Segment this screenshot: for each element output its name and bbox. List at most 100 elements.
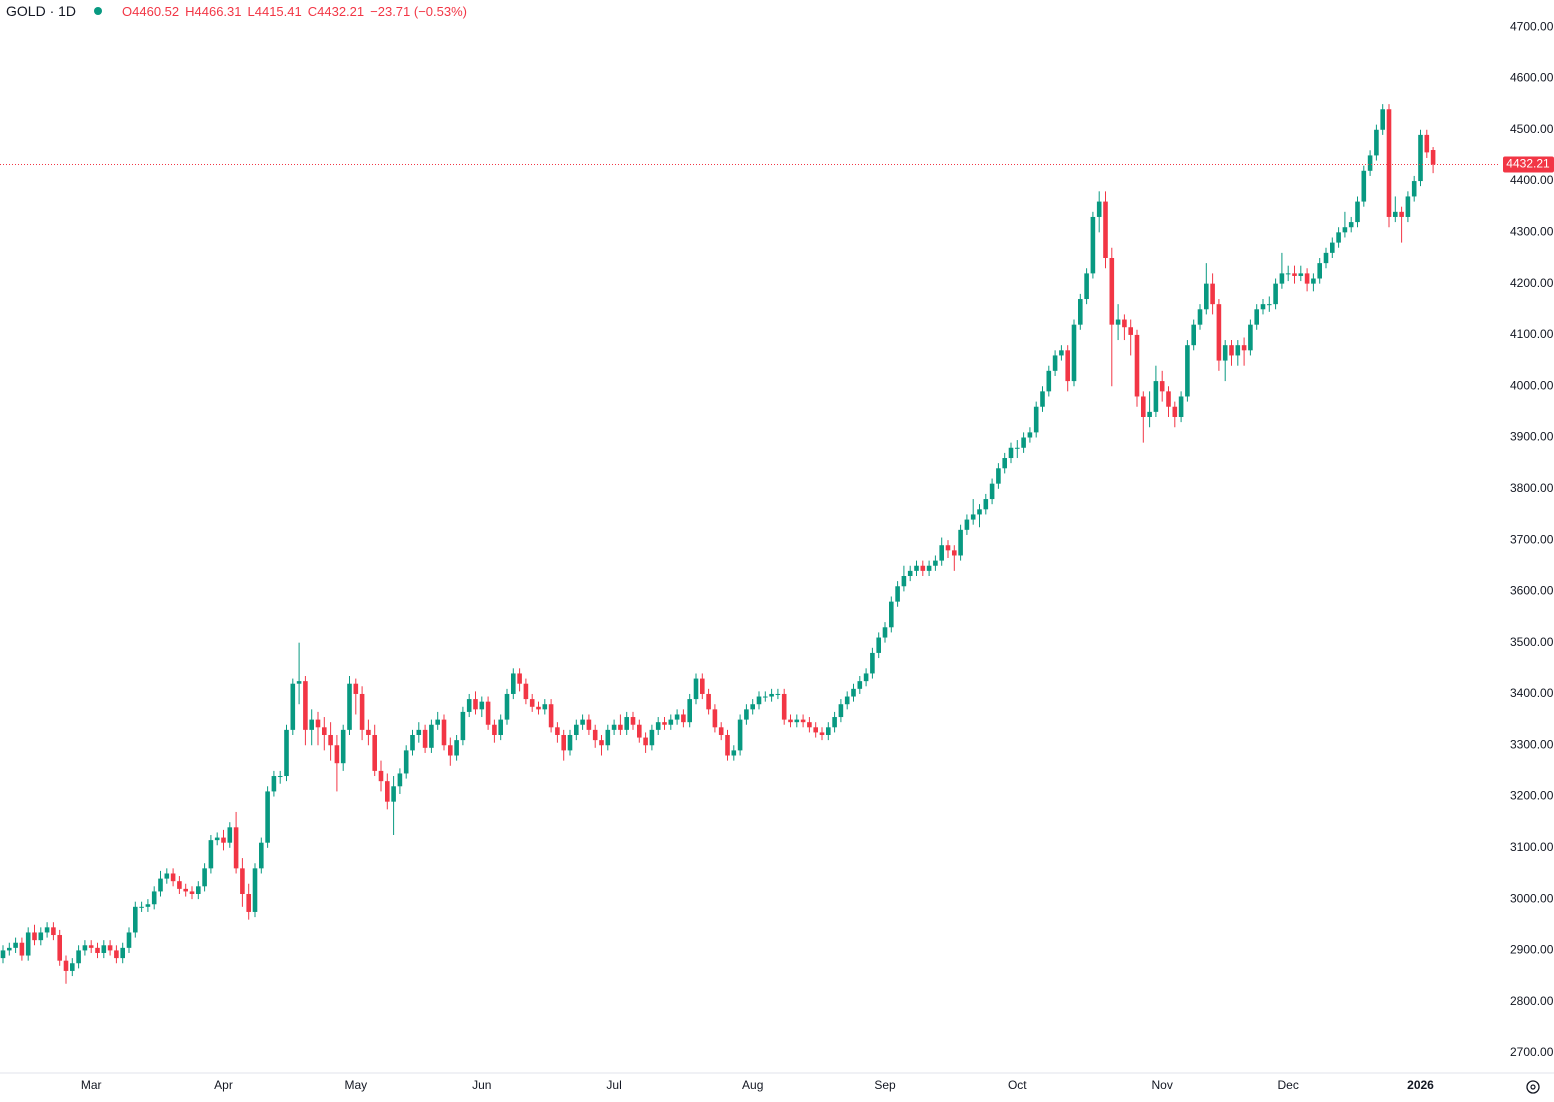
candle-body [561, 734, 566, 751]
candle-body [70, 963, 75, 971]
y-tick-label: 2900.00 [1510, 943, 1554, 957]
candle-body [1065, 350, 1070, 382]
candle-body [668, 719, 674, 725]
candle-body [1052, 355, 1058, 371]
candle-body [410, 734, 415, 751]
x-tick-label: Sep [874, 1078, 896, 1092]
candle-body [120, 947, 125, 959]
candle-body [1399, 211, 1404, 217]
candle-body [1096, 201, 1102, 217]
candle-body [882, 627, 888, 638]
candle-body [700, 678, 705, 694]
candle-body [252, 868, 258, 912]
candle-body [1267, 304, 1272, 306]
candle-body [592, 729, 598, 741]
candle-body [605, 729, 611, 746]
candle-body [523, 683, 529, 700]
candle-body [838, 704, 844, 718]
candle-body [1311, 278, 1316, 284]
candle-body [1046, 370, 1052, 392]
candle-body [1178, 396, 1184, 417]
candle-body [479, 701, 485, 710]
candle-body [1361, 170, 1367, 202]
candle-body [895, 586, 900, 602]
candle-body [637, 724, 642, 738]
candle-body [1380, 109, 1385, 130]
candle-body [1304, 273, 1310, 284]
candle-body [1430, 150, 1436, 165]
candle-body [712, 709, 718, 728]
y-tick-label: 4700.00 [1510, 19, 1554, 33]
candle-body [7, 947, 12, 951]
candle-body [945, 545, 951, 551]
candle-body [441, 719, 447, 746]
candle-body [775, 693, 781, 695]
settings-icon[interactable] [1526, 1080, 1540, 1094]
candle-body [1418, 134, 1423, 182]
candle-body [964, 519, 970, 530]
candle-body [681, 714, 686, 723]
candle-body [1279, 273, 1285, 284]
candle-body [933, 560, 938, 566]
last-price-badge [1503, 156, 1554, 173]
symbol[interactable]: GOLD · 1D [6, 3, 77, 19]
x-tick-label: May [344, 1078, 367, 1092]
y-tick-label: 4300.00 [1510, 225, 1554, 239]
candle-body [328, 734, 333, 746]
candle-body [819, 732, 825, 735]
candle-body [101, 945, 107, 953]
candle-body [693, 678, 699, 700]
candle-body [57, 935, 62, 961]
candle-body [611, 724, 617, 730]
y-tick-label: 3700.00 [1510, 532, 1554, 546]
candle-body [290, 683, 296, 730]
y-tick-label: 4600.00 [1510, 71, 1554, 85]
candle-body [164, 873, 170, 879]
candle-body [126, 932, 132, 948]
candle-body [1185, 345, 1190, 397]
candle-body [649, 729, 655, 746]
candle-body [920, 565, 926, 571]
candle-body [366, 729, 371, 735]
x-tick-label: Aug [742, 1078, 763, 1092]
candle-body [88, 945, 94, 948]
candle-body [473, 699, 478, 710]
candle-body [1166, 391, 1171, 407]
candle-body [731, 750, 737, 756]
y-tick-label: 3300.00 [1510, 737, 1554, 751]
y-tick-label: 3900.00 [1510, 430, 1554, 444]
candle-body [1021, 437, 1026, 448]
candle-body [460, 711, 466, 741]
x-tick-label: Nov [1152, 1078, 1173, 1092]
candle-body [107, 945, 113, 951]
candle-body [548, 704, 554, 728]
candle-body [901, 575, 907, 587]
candle-body [315, 719, 321, 728]
candle-body [555, 727, 560, 735]
candle-body [347, 683, 352, 730]
candle-body [586, 719, 592, 730]
candle-body [271, 776, 277, 792]
candle-body [416, 729, 422, 735]
candle-body [750, 704, 755, 710]
candle-body [813, 727, 818, 733]
candle-body [233, 827, 239, 869]
candle-body [1374, 129, 1379, 156]
candle-body [1002, 458, 1007, 469]
candle-body [1084, 273, 1089, 300]
candle-body [926, 565, 932, 571]
candle-body [630, 717, 636, 725]
candle-body [1033, 406, 1039, 433]
candle-body [1285, 273, 1291, 275]
open-label: O4460.52 [122, 3, 180, 19]
candle-body [385, 781, 390, 802]
candle-body [435, 719, 440, 725]
candle-body [378, 770, 384, 782]
x-tick-label: Oct [1008, 1078, 1027, 1092]
candle-body [1342, 227, 1348, 233]
candle-body [196, 886, 201, 894]
candle-body [996, 468, 1001, 484]
candle-body [1090, 216, 1096, 274]
y-tick-label: 3000.00 [1510, 891, 1554, 905]
candle-body [851, 688, 856, 697]
